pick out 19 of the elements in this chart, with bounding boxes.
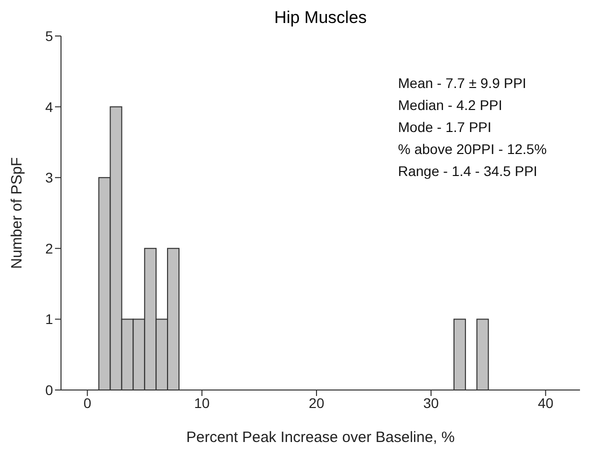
y-tick-label: 3 — [45, 170, 54, 186]
x-tick-label: 20 — [308, 394, 324, 411]
y-tick-label: 5 — [45, 28, 54, 44]
annotation: Range - 1.4 - 34.5 PPI — [398, 162, 538, 181]
y-tick-label: 2 — [45, 240, 54, 256]
x-tick-label: 0 — [83, 394, 92, 411]
annotation: Median - 4.2 PPI — [398, 96, 504, 115]
y-tick-label: 4 — [45, 98, 54, 115]
annotation: Mode - 1.7 PPI — [398, 118, 492, 137]
x-axis-title: Percent Peak Increase over Baseline, % — [186, 429, 455, 446]
annotation: % above 20PPI - 12.5% — [398, 140, 547, 159]
y-tick-label: 0 — [45, 382, 54, 398]
annotation: Mean - 7.7 ± 9.9 PPI — [398, 74, 528, 93]
x-tick-label: 10 — [194, 394, 210, 411]
y-axis-title: Number of PSpF — [8, 157, 26, 269]
x-tick-label: 40 — [538, 394, 554, 411]
x-tick-label: 30 — [423, 394, 440, 411]
y-tick-label: 1 — [45, 311, 54, 328]
chart-title: Hip Muscles — [273, 8, 368, 28]
